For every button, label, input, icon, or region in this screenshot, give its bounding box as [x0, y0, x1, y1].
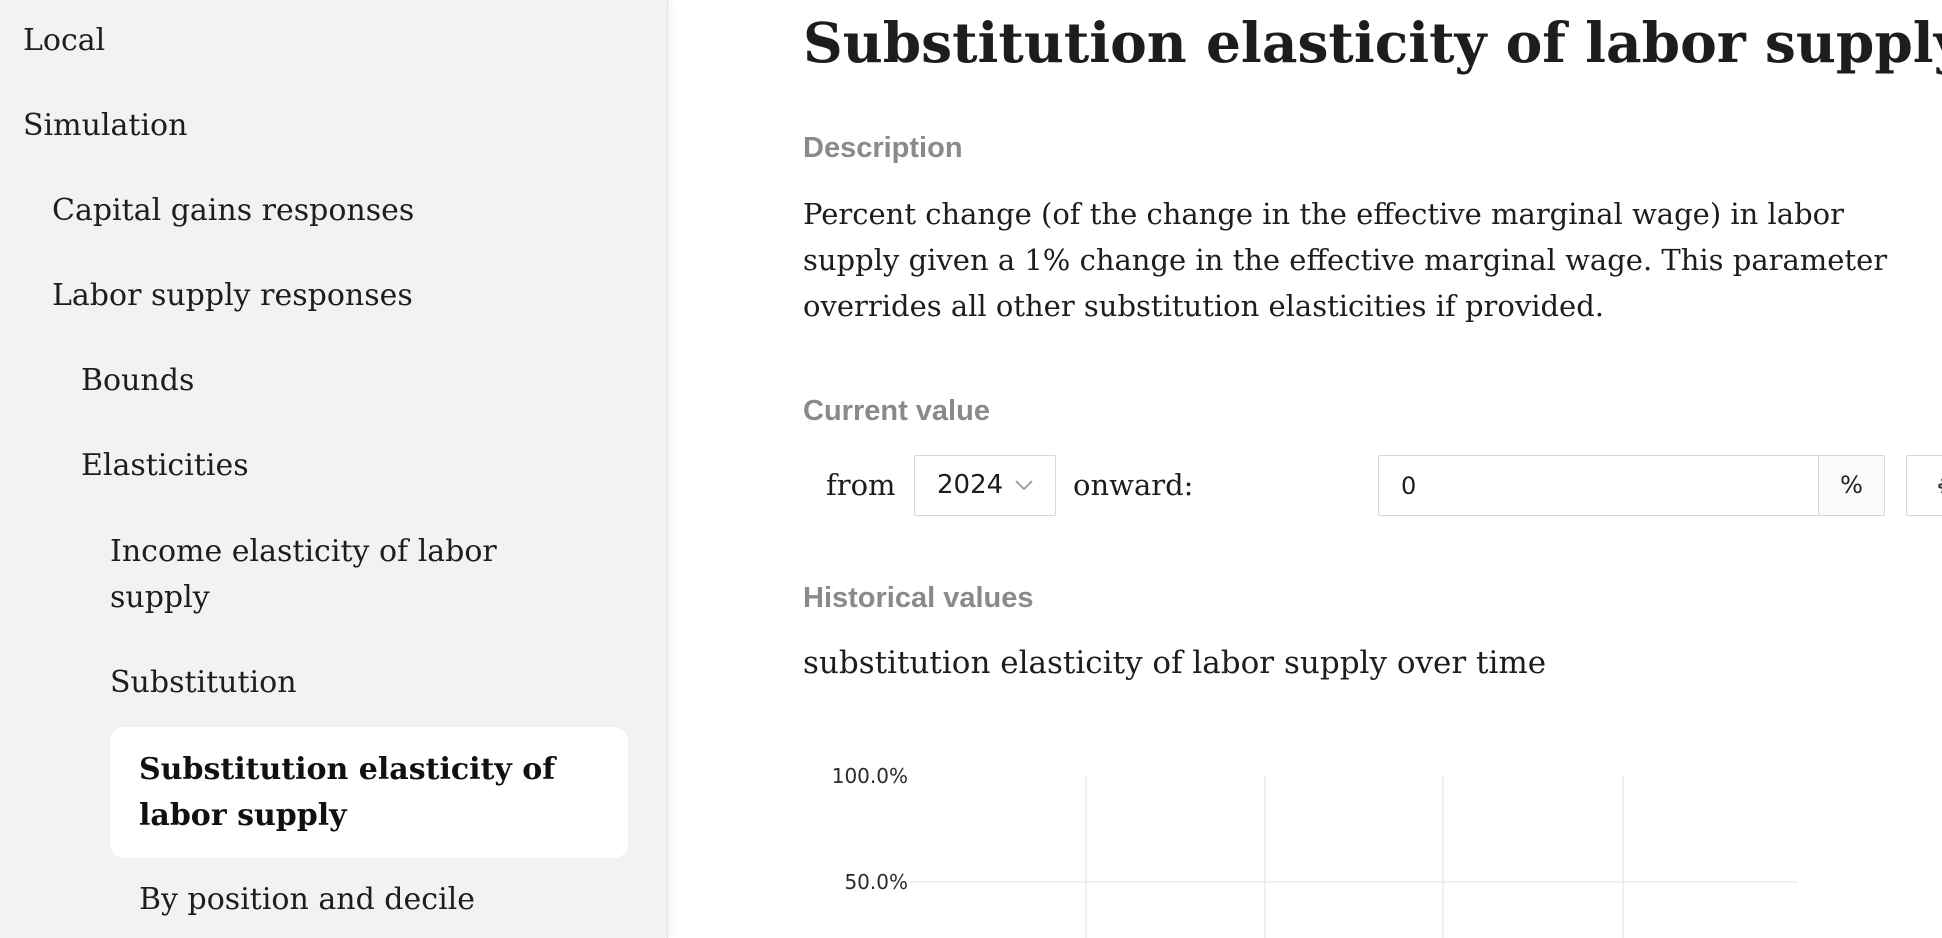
sidebar-item-local[interactable]: Local — [23, 23, 106, 58]
sidebar-item-label: Substitution elasticity of labor supply — [139, 752, 556, 833]
historical-chart: 100.0% 50.0% — [832, 764, 1798, 938]
description-text: Percent change (of the change in the eff… — [803, 197, 1888, 323]
value-input[interactable] — [1379, 456, 1819, 515]
page-title: Substitution elasticity of labor supply — [803, 10, 1942, 75]
chart-title: substitution elasticity of labor supply … — [803, 645, 1547, 681]
year-value: 2024 — [937, 470, 1004, 500]
main-content: Substitution elasticity of labor supply … — [668, 0, 1942, 938]
current-value-label: Current value — [803, 395, 990, 427]
unit-addon: % — [1818, 456, 1884, 515]
value-input-group: % — [1378, 455, 1885, 516]
historical-values-label: Historical values — [803, 582, 1034, 614]
sidebar-item-substitution-elasticity-selected[interactable]: Substitution elasticity of labor supply — [110, 727, 628, 858]
sidebar-item-bounds[interactable]: Bounds — [81, 363, 195, 398]
chevron-down-icon — [1015, 480, 1033, 491]
sidebar-item-substitution[interactable]: Substitution — [110, 665, 297, 700]
year-select[interactable]: 2024 — [914, 455, 1056, 516]
settings-button[interactable] — [1906, 455, 1942, 516]
gear-icon — [1938, 478, 1942, 494]
sidebar-item-income-elasticity[interactable]: Income elasticity of labor supply — [110, 534, 497, 615]
sidebar-nav: Local Simulation Capital gains responses… — [0, 0, 668, 938]
y-tick-label: 100.0% — [832, 764, 908, 788]
sidebar-item-simulation[interactable]: Simulation — [23, 108, 188, 143]
sidebar-item-labor-supply-responses[interactable]: Labor supply responses — [52, 278, 413, 313]
description-label: Description — [803, 132, 963, 164]
sidebar-item-elasticities[interactable]: Elasticities — [81, 448, 249, 483]
onward-text: onward: — [1073, 468, 1194, 502]
sidebar-item-capital-gains-responses[interactable]: Capital gains responses — [52, 193, 415, 228]
from-text: from — [826, 468, 896, 502]
sidebar-item-by-position-and-decile[interactable]: By position and decile — [139, 882, 476, 917]
current-value-row: from 2024 onward: % — [803, 455, 1942, 516]
y-tick-label: 50.0% — [844, 870, 908, 894]
